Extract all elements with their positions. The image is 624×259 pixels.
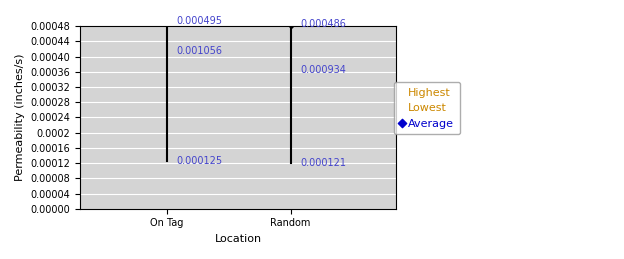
Text: 0.000121: 0.000121: [301, 158, 346, 168]
Y-axis label: Permeability (inches/s): Permeability (inches/s): [15, 54, 25, 181]
X-axis label: Location: Location: [215, 234, 261, 244]
Text: 0.000495: 0.000495: [177, 16, 223, 26]
Text: 0.000125: 0.000125: [177, 156, 223, 166]
Legend: Highest, Lowest, Average: Highest, Lowest, Average: [394, 82, 460, 134]
Text: 0.001056: 0.001056: [177, 46, 223, 56]
Text: 0.000486: 0.000486: [301, 19, 346, 29]
Text: 0.000934: 0.000934: [301, 65, 346, 75]
